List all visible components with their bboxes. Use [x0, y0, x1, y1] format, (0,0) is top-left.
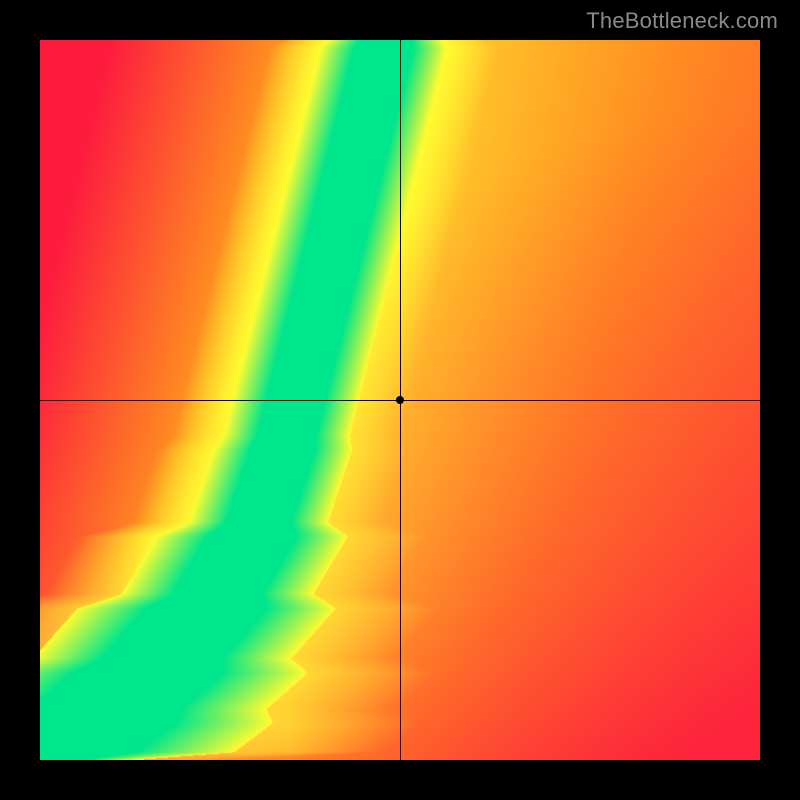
- heatmap-canvas: [40, 40, 760, 760]
- chart-container: TheBottleneck.com: [0, 0, 800, 800]
- heatmap-plot: [40, 40, 760, 760]
- watermark-text: TheBottleneck.com: [586, 8, 778, 34]
